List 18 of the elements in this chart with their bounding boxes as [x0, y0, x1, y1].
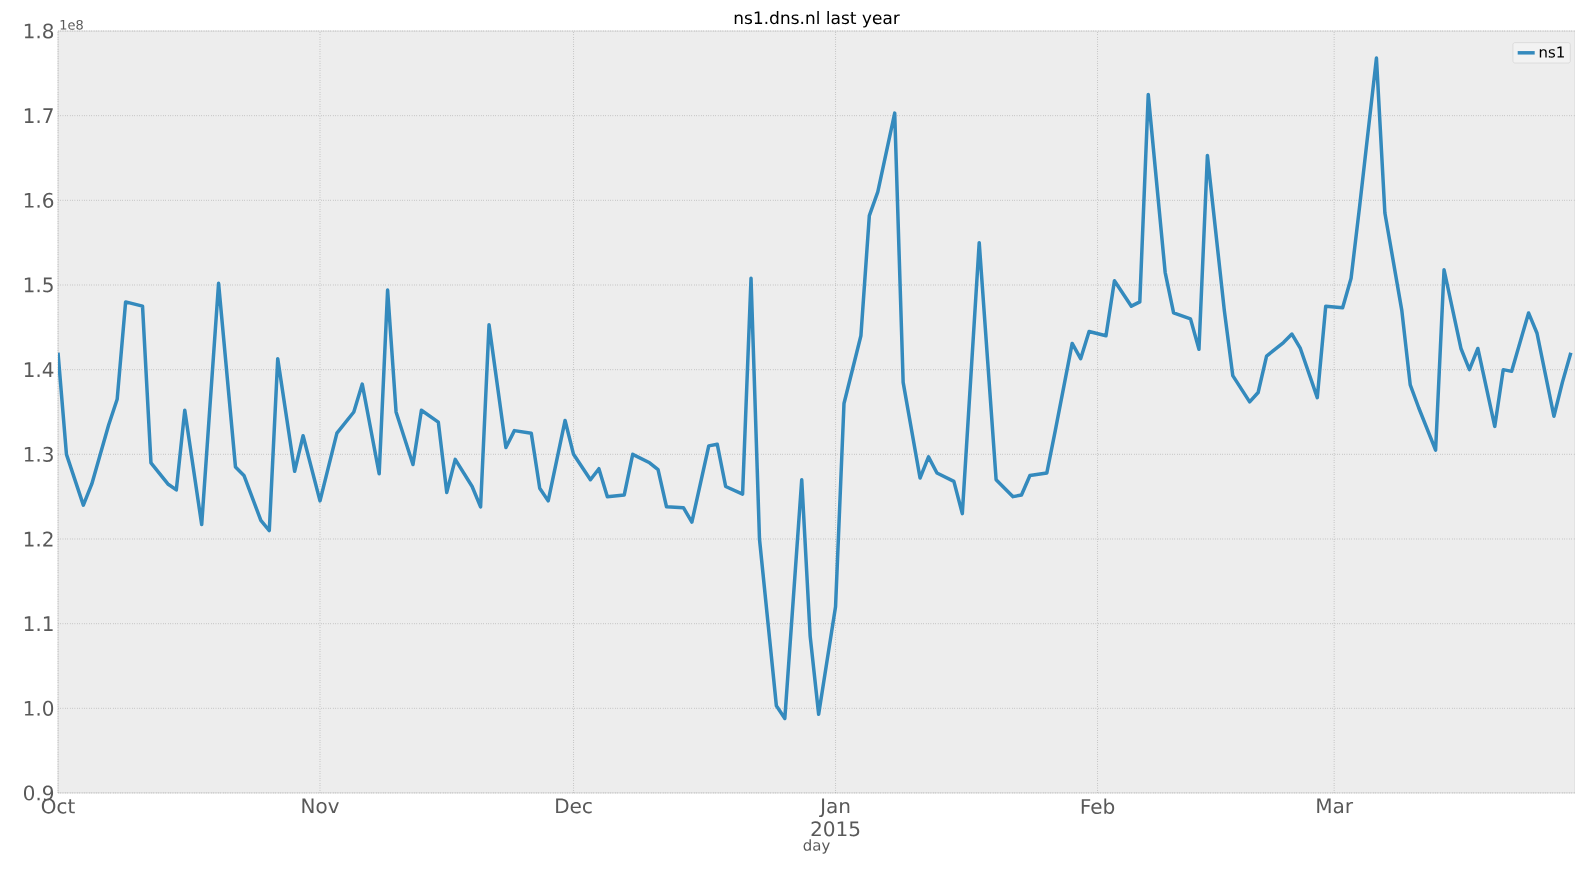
y-tick-label: 1.8: [24, 23, 54, 39]
y-tick-label: 1.2: [24, 531, 53, 547]
x-tick-label: Mar: [1317, 798, 1354, 814]
y-tick-label: 1.6: [24, 192, 54, 208]
x-tick-label: Feb: [1081, 798, 1115, 814]
x-tick-label: Nov: [302, 798, 339, 814]
y-tick-label: 1.0: [24, 700, 54, 716]
text: 1e8: [60, 19, 83, 30]
y-tick-label: 1.3: [24, 446, 53, 462]
chart-title: ns1.dns.nl last year: [734, 11, 900, 28]
x-tick-label: Dec: [556, 798, 592, 814]
y-tick-label: 1.7: [24, 108, 53, 123]
y-tick-label: 1.5: [24, 277, 53, 293]
legend-label: ns1: [1539, 46, 1564, 58]
x-tick-label: Jan 2015: [811, 798, 860, 837]
y-tick-label: 1.4: [24, 362, 54, 377]
y-tick-label: 1.1: [24, 616, 53, 631]
x-axis-title: day: [803, 839, 830, 854]
